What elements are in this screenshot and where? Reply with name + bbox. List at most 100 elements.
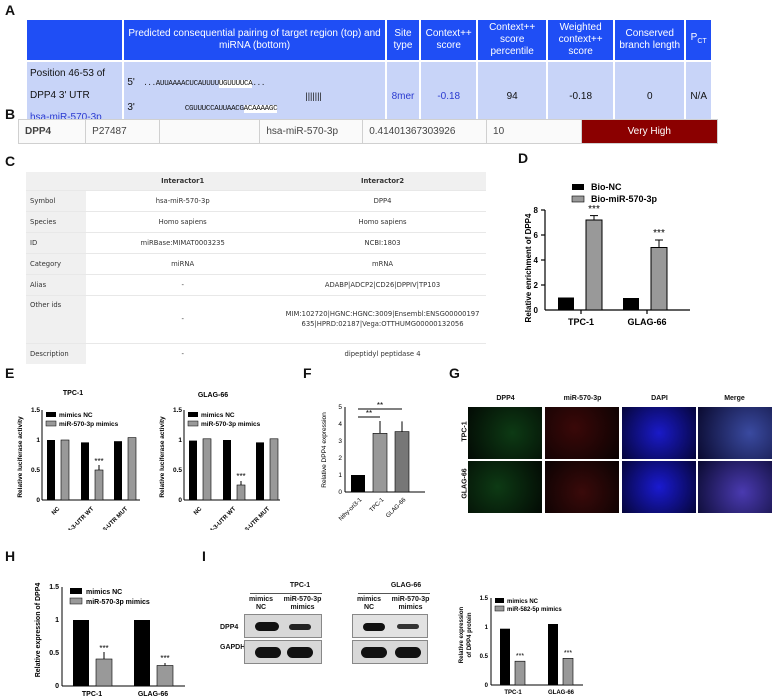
h-ylabel: Relative expression of DPP4 [35, 583, 42, 678]
c-row-other-ids: Other ids - MIM:102720|HGNC:HGNC:3009|Ense… [26, 294, 486, 343]
blank-cell [158, 119, 261, 144]
blot2-gapdh [352, 640, 428, 664]
d-xlabel-1: TPC-1 [568, 317, 594, 327]
e1-title: TPC-1 [63, 390, 83, 397]
img-glag66-mir [545, 461, 619, 513]
img-tpc1-dapi [622, 407, 696, 459]
c-val1: - [86, 342, 280, 364]
c-val1: miRBase:MIMAT0003235 [86, 231, 280, 253]
legend-bio-mir: Bio-miR-570-3p [591, 194, 658, 204]
legend-e2-mimics: miR-570-3p mimics [201, 421, 261, 428]
mirna-seq: CGUUUCCAUUAACG [184, 105, 244, 113]
sig-f-2: ** [377, 401, 383, 410]
panel-letter-h: H [5, 548, 16, 564]
i-ylabel: Relative expression of DPP4 protein [459, 606, 473, 663]
position-label: Position 46-53 of DPP4 3' UTR [30, 68, 106, 101]
tick: 4 [534, 256, 539, 265]
chart-h: Relative expression of DPP4 1.5 1 0.5 0 mim… [35, 583, 185, 698]
mirna-cell: hsa-miR-570-3p [259, 119, 364, 144]
f-cat: TPC-1 [369, 497, 386, 514]
sig-h-2: *** [160, 654, 169, 663]
panel-letter-a: A [5, 2, 16, 18]
header-pct: PCT [684, 18, 713, 62]
legend-e1-mimics: miR-570-3p mimics [59, 421, 119, 428]
blot2-lane1: mimics NC [356, 596, 382, 611]
sig-e1: *** [94, 457, 103, 466]
img-glag66-dapi [622, 461, 696, 513]
img-tpc1-merge [698, 407, 772, 459]
panel-letter-b: B [5, 106, 16, 122]
header-percentile: Context++ score percentile [476, 18, 549, 62]
legend-i-mimics: miR-582-5p mimics [507, 607, 562, 613]
h-xlabel-2: GLAG-66 [138, 691, 168, 698]
c-row-category: Category miRNA mRNA [26, 252, 486, 274]
i-xlabel-2: GLAG-66 [548, 690, 575, 696]
mirna-link[interactable]: hsa-miR-570-3p [30, 112, 102, 123]
c-val2: MIM:102720|HGNC:HGNC:3009|Ensembl:ENSG00… [279, 294, 486, 343]
header-branch-length: Conserved branch length [613, 18, 687, 62]
g-col-merge: Merge [724, 395, 745, 402]
e1-cat: DPP4-3-UTR MUT [90, 506, 130, 530]
gene-cell: DPP4 [17, 119, 87, 144]
c-label: Species [26, 210, 87, 232]
img-glag66-dpp4 [468, 461, 542, 513]
mirna-seed: ACAAAAGC [243, 105, 278, 113]
e1-cat: DPP4-3-UTR WT [58, 506, 95, 530]
tick: 0.5 [480, 654, 489, 660]
tick: 4 [338, 421, 342, 428]
tick: 1.5 [480, 596, 489, 602]
interaction-row-table: DPP4 P27487 hsa-miR-570-3p 0.41401367303… [17, 119, 718, 144]
panel-letter-e: E [5, 365, 15, 381]
tick: 0.5 [173, 467, 182, 474]
panel-letter-i: I [202, 548, 206, 564]
f-cat: GLAG-66 [385, 497, 408, 520]
blot1-title: TPC-1 [289, 582, 311, 589]
f-cat: Nthy-ori3-1 [338, 497, 364, 523]
e1-cat: NC [51, 506, 62, 517]
blot2-dpp4 [352, 614, 428, 638]
legend-e1-nc: mimics NC [59, 412, 93, 419]
c-val2: NCBI:1803 [279, 231, 486, 253]
band-label-dpp4: DPP4 [220, 624, 239, 631]
panel-letter-c: C [5, 153, 16, 169]
legend-i-nc: mimics NC [507, 599, 539, 605]
d-ylabel: Relative enrichment of DPP4 [524, 213, 533, 322]
c-header-blank [26, 172, 87, 190]
band-label-gapdh: GAPDH [220, 644, 246, 651]
tick: 1.5 [49, 584, 59, 591]
c-header-interactor2: Interactor2 [279, 172, 486, 190]
c-val2: Homo sapiens [279, 210, 486, 232]
c-val2: dipeptidyl peptidase 4 [279, 342, 486, 364]
tick: 3 [338, 438, 342, 445]
legend-bio-nc: Bio-NC [591, 182, 622, 192]
blot1-lane1: mimics NC [248, 596, 274, 611]
targetscan-table: Predicted consequential pairing of targe… [24, 18, 713, 132]
blot1-gapdh [244, 640, 322, 664]
e1-ylabel: Relative luciferase activity [17, 416, 24, 498]
legend-swatch-bio-mir [571, 195, 585, 203]
sig-i-2: *** [564, 650, 572, 657]
img-tpc1-mir [545, 407, 619, 459]
tick: 0 [338, 489, 342, 496]
tick: 1 [485, 625, 489, 631]
five-prime: 5' [127, 77, 135, 88]
c-val1: miRNA [86, 252, 280, 274]
blot2-lane2: miR-570-3p mimics [391, 596, 430, 611]
header-weighted: Weighted context++ score [546, 18, 616, 62]
header-context-score: Context++ score [419, 18, 479, 62]
c-label: Alias [26, 273, 87, 295]
c-val2: ADABP|ADCP2|CD26|DPPIV|TP103 [279, 273, 486, 295]
img-tpc1-dpp4 [468, 407, 542, 459]
three-prime: 3' [127, 102, 135, 113]
sig-h-1: *** [99, 644, 108, 653]
chart-i: Relative expression of DPP4 protein 1.5 1 0… [459, 596, 583, 696]
tick: 1 [36, 437, 40, 444]
tick: 0.5 [31, 467, 40, 474]
e2-cat: DPP4-3-UTR WT [200, 506, 237, 530]
target-seed: UGUUUUCA [218, 80, 253, 88]
blot1-lane2: miR-570-3p mimics [283, 596, 322, 611]
tick: 6 [534, 231, 539, 240]
interactor-table: Interactor1 Interactor2 Symbol hsa-miR-57… [26, 172, 486, 364]
e2-ylabel: Relative luciferase activity [159, 416, 166, 498]
c-row-alias: Alias - ADABP|ADCP2|CD26|DPPIV|TP103 [26, 273, 486, 295]
